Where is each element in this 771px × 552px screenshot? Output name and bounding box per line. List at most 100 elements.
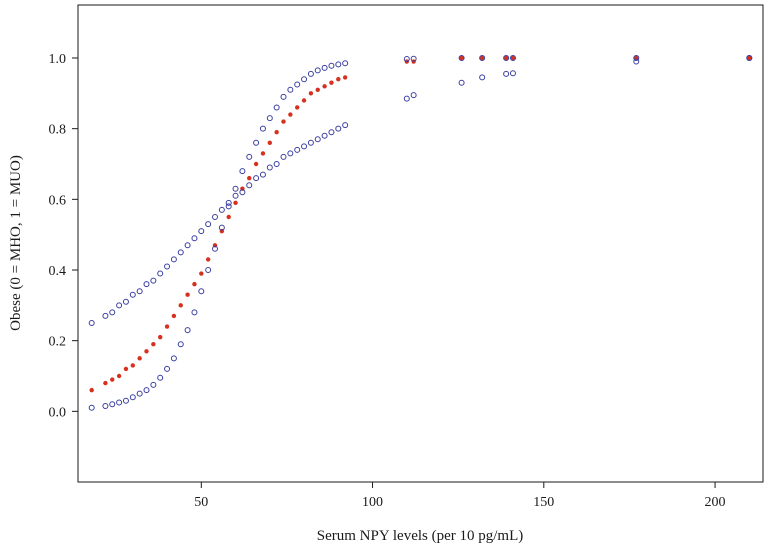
- y-tick-label: 0.6: [49, 193, 67, 208]
- data-point: [458, 79, 465, 86]
- data-point: [164, 263, 171, 270]
- data-point: [328, 62, 335, 69]
- y-axis-title: Obese (0 = MHO, 1 = MUO): [8, 155, 24, 331]
- data-point: [218, 224, 225, 231]
- y-tick-label: 0.4: [49, 264, 67, 279]
- data-point: [88, 404, 95, 411]
- data-point: [218, 206, 225, 213]
- data-point: [109, 309, 116, 316]
- data-point: [205, 257, 211, 262]
- data-point: [321, 64, 328, 71]
- data-point: [137, 356, 142, 361]
- data-point: [746, 55, 753, 61]
- data-point: [281, 119, 286, 124]
- data-point: [301, 98, 307, 103]
- data-point: [233, 200, 238, 206]
- data-point: [170, 355, 177, 362]
- data-point: [260, 151, 266, 156]
- data-point: [212, 214, 218, 220]
- data-point: [280, 153, 287, 160]
- data-point: [301, 143, 308, 150]
- data-point: [122, 298, 129, 305]
- data-point: [307, 139, 314, 146]
- data-point: [314, 136, 321, 143]
- data-point: [336, 77, 341, 82]
- data-point: [280, 93, 287, 100]
- data-point: [329, 80, 334, 85]
- data-point: [239, 189, 246, 196]
- x-tick-label: 200: [705, 495, 726, 510]
- data-point: [184, 242, 191, 249]
- data-point: [479, 74, 486, 81]
- data-point: [232, 185, 239, 192]
- data-point: [288, 112, 293, 117]
- data-point: [226, 214, 231, 220]
- data-point: [102, 403, 109, 410]
- x-tick-label: 100: [362, 495, 383, 510]
- data-point: [116, 302, 123, 309]
- data-point: [633, 55, 640, 61]
- data-point: [191, 235, 198, 242]
- data-points: [88, 55, 753, 411]
- data-point: [143, 281, 150, 288]
- data-point: [178, 303, 183, 308]
- data-point: [129, 291, 136, 298]
- x-tick-label: 50: [194, 495, 208, 510]
- data-point: [239, 168, 246, 175]
- data-point: [177, 249, 184, 256]
- data-point: [198, 288, 205, 295]
- x-tick-label: 150: [533, 495, 554, 510]
- y-tick-label: 0.2: [49, 335, 67, 350]
- data-point: [403, 56, 410, 63]
- data-point: [335, 61, 342, 68]
- data-point: [328, 129, 335, 136]
- data-point: [130, 363, 135, 368]
- data-point: [136, 390, 143, 397]
- data-point: [177, 341, 184, 348]
- data-point: [287, 86, 294, 93]
- data-point: [103, 380, 108, 386]
- data-point: [633, 58, 640, 65]
- data-point: [191, 309, 198, 316]
- data-point: [116, 373, 122, 379]
- data-point: [198, 228, 205, 235]
- data-point: [170, 256, 177, 263]
- data-point: [294, 146, 301, 153]
- data-point: [88, 320, 95, 326]
- data-point: [109, 401, 116, 408]
- data-point: [266, 115, 273, 122]
- data-point: [315, 87, 320, 93]
- data-point: [246, 153, 253, 160]
- data-point: [308, 91, 314, 96]
- data-point: [301, 76, 308, 83]
- y-tick-label: 0.0: [49, 405, 67, 420]
- x-axis-title: Serum NPY levels (per 10 pg/mL): [317, 528, 524, 544]
- data-point: [225, 199, 232, 206]
- data-point: [158, 334, 163, 340]
- data-point: [510, 55, 516, 61]
- data-point: [232, 192, 239, 199]
- data-point: [122, 397, 129, 404]
- data-point: [274, 130, 279, 135]
- data-point: [225, 203, 232, 210]
- data-point: [192, 281, 197, 287]
- data-point: [123, 366, 129, 372]
- data-point: [259, 171, 266, 178]
- data-point: [102, 312, 109, 319]
- plot-area-frame: [77, 4, 764, 483]
- data-point: [164, 365, 171, 372]
- data-point: [287, 150, 294, 157]
- data-point: [342, 122, 349, 129]
- data-point: [150, 277, 157, 284]
- data-point: [157, 270, 164, 277]
- data-point: [273, 161, 280, 167]
- data-point: [503, 55, 509, 61]
- data-point: [307, 70, 314, 77]
- data-point: [403, 95, 410, 102]
- data-point: [253, 175, 260, 182]
- data-point: [136, 288, 143, 295]
- data-point: [509, 70, 516, 77]
- data-point: [322, 84, 327, 89]
- data-point: [247, 175, 252, 181]
